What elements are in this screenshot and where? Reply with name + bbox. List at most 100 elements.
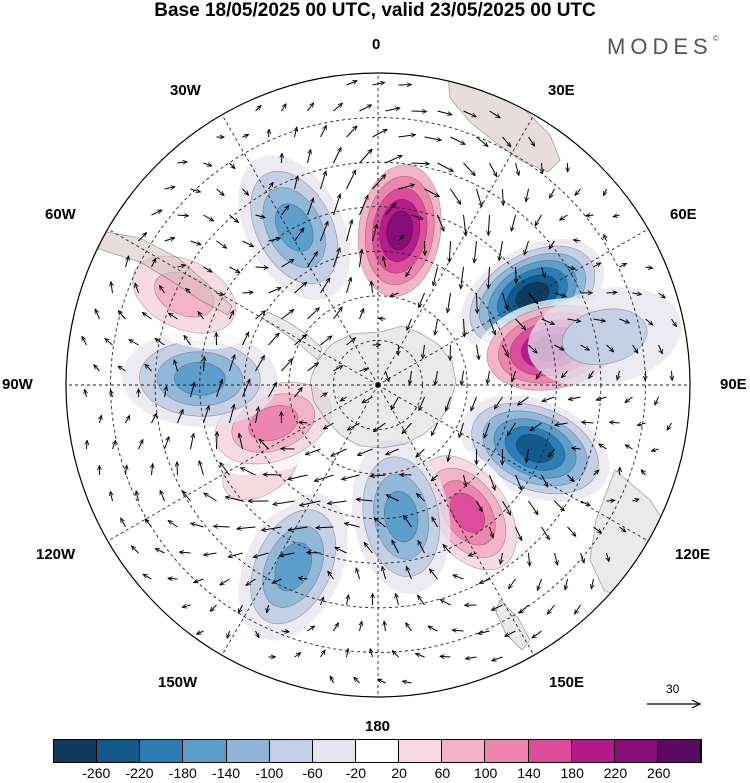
anomaly-contour	[248, 405, 299, 442]
wind-vector	[374, 518, 386, 528]
colorbar-cell	[528, 740, 572, 762]
wind-vector	[424, 188, 440, 197]
wind-vector	[625, 445, 633, 450]
wind-vector	[542, 162, 543, 174]
wind-vector	[476, 188, 482, 207]
wind-vector	[476, 136, 488, 146]
wind-vector	[359, 309, 364, 320]
wind-vector	[411, 111, 427, 112]
wind-vector	[151, 258, 157, 268]
wind-vector	[619, 263, 627, 268]
wind-vector	[346, 81, 358, 86]
wind-vector	[307, 308, 320, 320]
latitude-circle	[110, 117, 646, 653]
wind-vector	[549, 240, 555, 249]
wind-vector	[528, 500, 538, 515]
anomaly-contour	[515, 434, 555, 463]
wind-vector	[645, 267, 653, 268]
wind-vector	[320, 336, 332, 346]
colorbar-tick-label: 100	[473, 765, 498, 781]
wind-vector	[333, 194, 341, 216]
wind-vector	[307, 252, 318, 268]
colorbar-cell	[312, 740, 356, 762]
wind-vector	[118, 311, 126, 320]
wind-vector	[307, 149, 311, 164]
wind-vector	[488, 214, 489, 235]
colorbar-cell	[183, 740, 227, 762]
wind-vector	[281, 206, 289, 216]
wind-vector	[227, 630, 229, 638]
meridian-label-90w: 90W	[2, 376, 33, 393]
wind-vector	[111, 282, 113, 294]
wind-vector	[667, 422, 672, 430]
wind-vector	[82, 336, 87, 346]
colorbar-cell	[485, 740, 529, 762]
wind-vector	[589, 370, 594, 379]
wind-vector	[424, 136, 442, 140]
wind-vector	[450, 136, 466, 145]
meridian-line	[221, 384, 379, 656]
wind-vector	[151, 413, 157, 424]
wind-vector	[440, 600, 451, 606]
wind-vector	[453, 575, 464, 580]
wind-vector	[320, 171, 326, 190]
wind-vector	[210, 604, 217, 611]
wind-vector	[385, 108, 400, 112]
wind-vector	[295, 127, 297, 138]
wind-vector	[105, 338, 113, 346]
wind-vector	[164, 437, 169, 450]
wind-vector	[607, 552, 609, 562]
wind-vector	[567, 526, 576, 536]
wind-vector	[593, 319, 606, 321]
colorbar-cell	[140, 740, 184, 762]
wind-vector	[479, 578, 490, 584]
wind-vector	[255, 267, 269, 268]
wind-vector	[554, 292, 567, 297]
wind-vector	[474, 240, 477, 263]
wind-vector	[151, 209, 162, 216]
wind-vector	[541, 474, 548, 487]
wind-vector	[217, 432, 218, 450]
wind-vector	[371, 281, 372, 294]
colorbar-cell	[97, 740, 141, 762]
wind-vector	[573, 240, 581, 241]
wind-vector	[118, 366, 126, 372]
antarctic-peninsula	[261, 311, 323, 361]
wind-vector	[477, 344, 479, 360]
wind-vector	[186, 288, 191, 294]
colorbar-cell	[442, 740, 486, 762]
wind-vector	[446, 396, 451, 411]
wind-vector	[281, 259, 295, 268]
wind-vector	[299, 422, 308, 423]
colorbar-tick-label: -60	[302, 765, 323, 781]
wind-vector	[396, 594, 399, 606]
meridian-line	[377, 114, 535, 386]
wind-vector	[606, 344, 614, 352]
wind-vector	[452, 630, 464, 631]
wind-vector	[435, 370, 438, 385]
wind-vector	[632, 499, 640, 501]
latitude-circle	[288, 295, 468, 475]
wind-vector	[220, 462, 230, 476]
wind-vector	[279, 552, 295, 556]
wind-vector	[143, 574, 152, 580]
wind-vector	[541, 318, 555, 325]
wind-vector	[526, 188, 529, 202]
colorbar-tick-label: -220	[125, 765, 154, 781]
wind-vector	[418, 595, 425, 606]
wind-vector	[288, 526, 308, 530]
wind-vector	[155, 547, 165, 554]
wind-vector	[541, 266, 545, 277]
wind-vector	[316, 527, 334, 528]
wind-vector	[364, 543, 373, 554]
wind-vector	[177, 265, 186, 267]
wind-vector	[575, 188, 581, 195]
wind-vector	[237, 527, 256, 529]
wind-vector	[168, 520, 178, 528]
meridian-label-120w: 120W	[36, 546, 76, 563]
wind-vector	[535, 214, 542, 226]
anomaly-center	[110, 240, 258, 350]
map-border	[65, 72, 691, 698]
wind-vector	[333, 248, 340, 268]
